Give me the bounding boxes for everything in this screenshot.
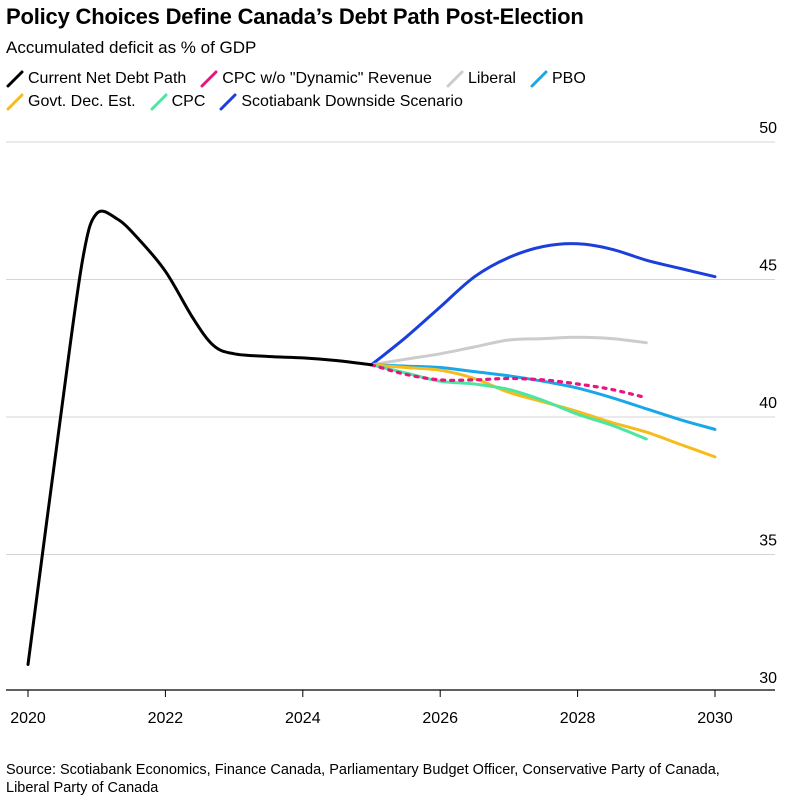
source-note: Source: Scotiabank Economics, Finance Ca… bbox=[6, 762, 720, 796]
legend-label: Liberal bbox=[467, 70, 516, 87]
legend-label: Scotiabank Downside Scenario bbox=[241, 93, 463, 110]
series-line bbox=[26, 209, 373, 666]
legend-row-2: Govt. Dec. Est. CPC Scotiabank Downside … bbox=[6, 93, 477, 111]
series-line bbox=[370, 363, 717, 431]
legend-item: CPC bbox=[150, 93, 206, 111]
legend-item: Current Net Debt Path bbox=[6, 70, 186, 88]
chart-subtitle: Accumulated deficit as % of GDP bbox=[6, 38, 257, 57]
legend-label: CPC bbox=[171, 93, 206, 110]
y-tick-label: 30 bbox=[759, 670, 777, 687]
legend-label: Current Net Debt Path bbox=[28, 70, 187, 87]
series-line bbox=[370, 335, 648, 367]
x-tick-label: 2024 bbox=[285, 710, 321, 727]
series-line bbox=[370, 242, 717, 367]
legend-swatch bbox=[446, 70, 464, 88]
legend-item: PBO bbox=[530, 70, 586, 88]
y-tick-label: 40 bbox=[759, 395, 777, 412]
y-tick-label: 35 bbox=[759, 533, 777, 550]
legend-item: Govt. Dec. Est. bbox=[6, 93, 136, 111]
x-tick-label: 2026 bbox=[422, 710, 458, 727]
legend-item: Scotiabank Downside Scenario bbox=[219, 93, 463, 111]
legend-item: Liberal bbox=[446, 70, 516, 88]
legend-swatch bbox=[6, 93, 24, 111]
legend-swatch bbox=[6, 70, 24, 88]
series-line bbox=[369, 363, 648, 400]
x-tick-label: 2022 bbox=[148, 710, 184, 727]
legend-swatch bbox=[200, 70, 218, 88]
legend-swatch bbox=[530, 70, 548, 88]
legend-swatch bbox=[150, 93, 168, 111]
legend-swatch bbox=[219, 93, 237, 111]
chart-title: Policy Choices Define Canada’s Debt Path… bbox=[6, 4, 584, 29]
y-tick-label: 45 bbox=[759, 258, 777, 275]
legend-label: Govt. Dec. Est. bbox=[28, 93, 136, 110]
legend-label: CPC w/o "Dynamic" Revenue bbox=[222, 70, 432, 87]
legend-row-1: Current Net Debt Path CPC w/o "Dynamic" … bbox=[6, 70, 600, 88]
x-tick-label: 2030 bbox=[697, 710, 733, 727]
line-chart: 30 35 40 45 50 2020 2022 2024 2026 2028 2030 bbox=[6, 120, 777, 727]
legend-label: PBO bbox=[551, 70, 586, 87]
y-tick-label: 50 bbox=[759, 120, 777, 137]
legend-item: CPC w/o "Dynamic" Revenue bbox=[200, 70, 432, 88]
x-tick-label: 2028 bbox=[560, 710, 596, 727]
x-tick-label: 2020 bbox=[10, 710, 46, 727]
